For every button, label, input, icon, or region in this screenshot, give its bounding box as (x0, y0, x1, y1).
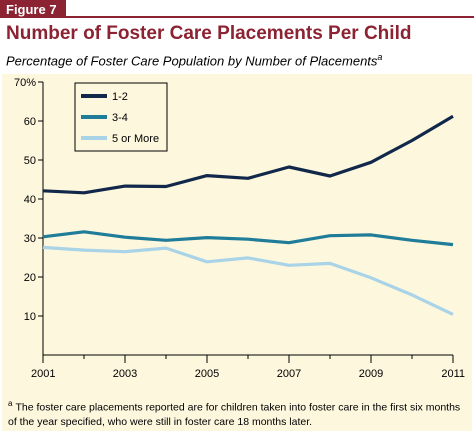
series-line-3-4 (42, 230, 454, 247)
y-tick-label: 20 (24, 272, 36, 284)
chart-legend: 1-2 3-4 5 or More (74, 82, 168, 152)
series-layer (42, 114, 454, 316)
y-tick-label: 50 (24, 155, 36, 167)
subtitle-footnote-marker: a (377, 52, 383, 62)
series-line-5-or-more (42, 245, 454, 316)
y-tick-label: 30 (24, 233, 36, 245)
y-tick-label: 60 (24, 116, 36, 128)
x-tick-label: 2011 (441, 368, 465, 380)
y-tick-label: 10 (24, 311, 36, 323)
footnote: a The foster care placements reported are… (8, 397, 468, 429)
legend-label: 5 or More (112, 133, 159, 145)
figure-label: Figure 7 (6, 2, 57, 17)
footnote-text: The foster care placements reported are … (8, 401, 461, 428)
footnote-marker: a (8, 399, 13, 408)
header-rule (66, 16, 474, 18)
x-tick-label: 2007 (277, 368, 301, 380)
subtitle-text: Percentage of Foster Care Population by … (6, 53, 378, 69)
x-tick-label: 2003 (113, 368, 137, 380)
chart-title: Number of Foster Care Placements Per Chi… (6, 23, 412, 44)
x-tick-label: 2005 (195, 368, 219, 380)
series-line-1-2 (42, 114, 454, 195)
chart-subtitle: Percentage of Foster Care Population by … (6, 52, 382, 68)
y-tick-label: 70% (14, 77, 36, 89)
figure-label-tab: Figure 7 (0, 0, 66, 18)
legend-label: 1-2 (112, 91, 128, 103)
y-tick-label: 40 (24, 194, 36, 206)
x-tick-label: 2009 (359, 368, 383, 380)
chart-axes: 10 20 30 40 50 60 70% 2001 2003 2005 2007 2009 2011 (14, 77, 465, 380)
legend-label: 3-4 (112, 112, 128, 124)
x-tick-label: 2001 (31, 368, 55, 380)
